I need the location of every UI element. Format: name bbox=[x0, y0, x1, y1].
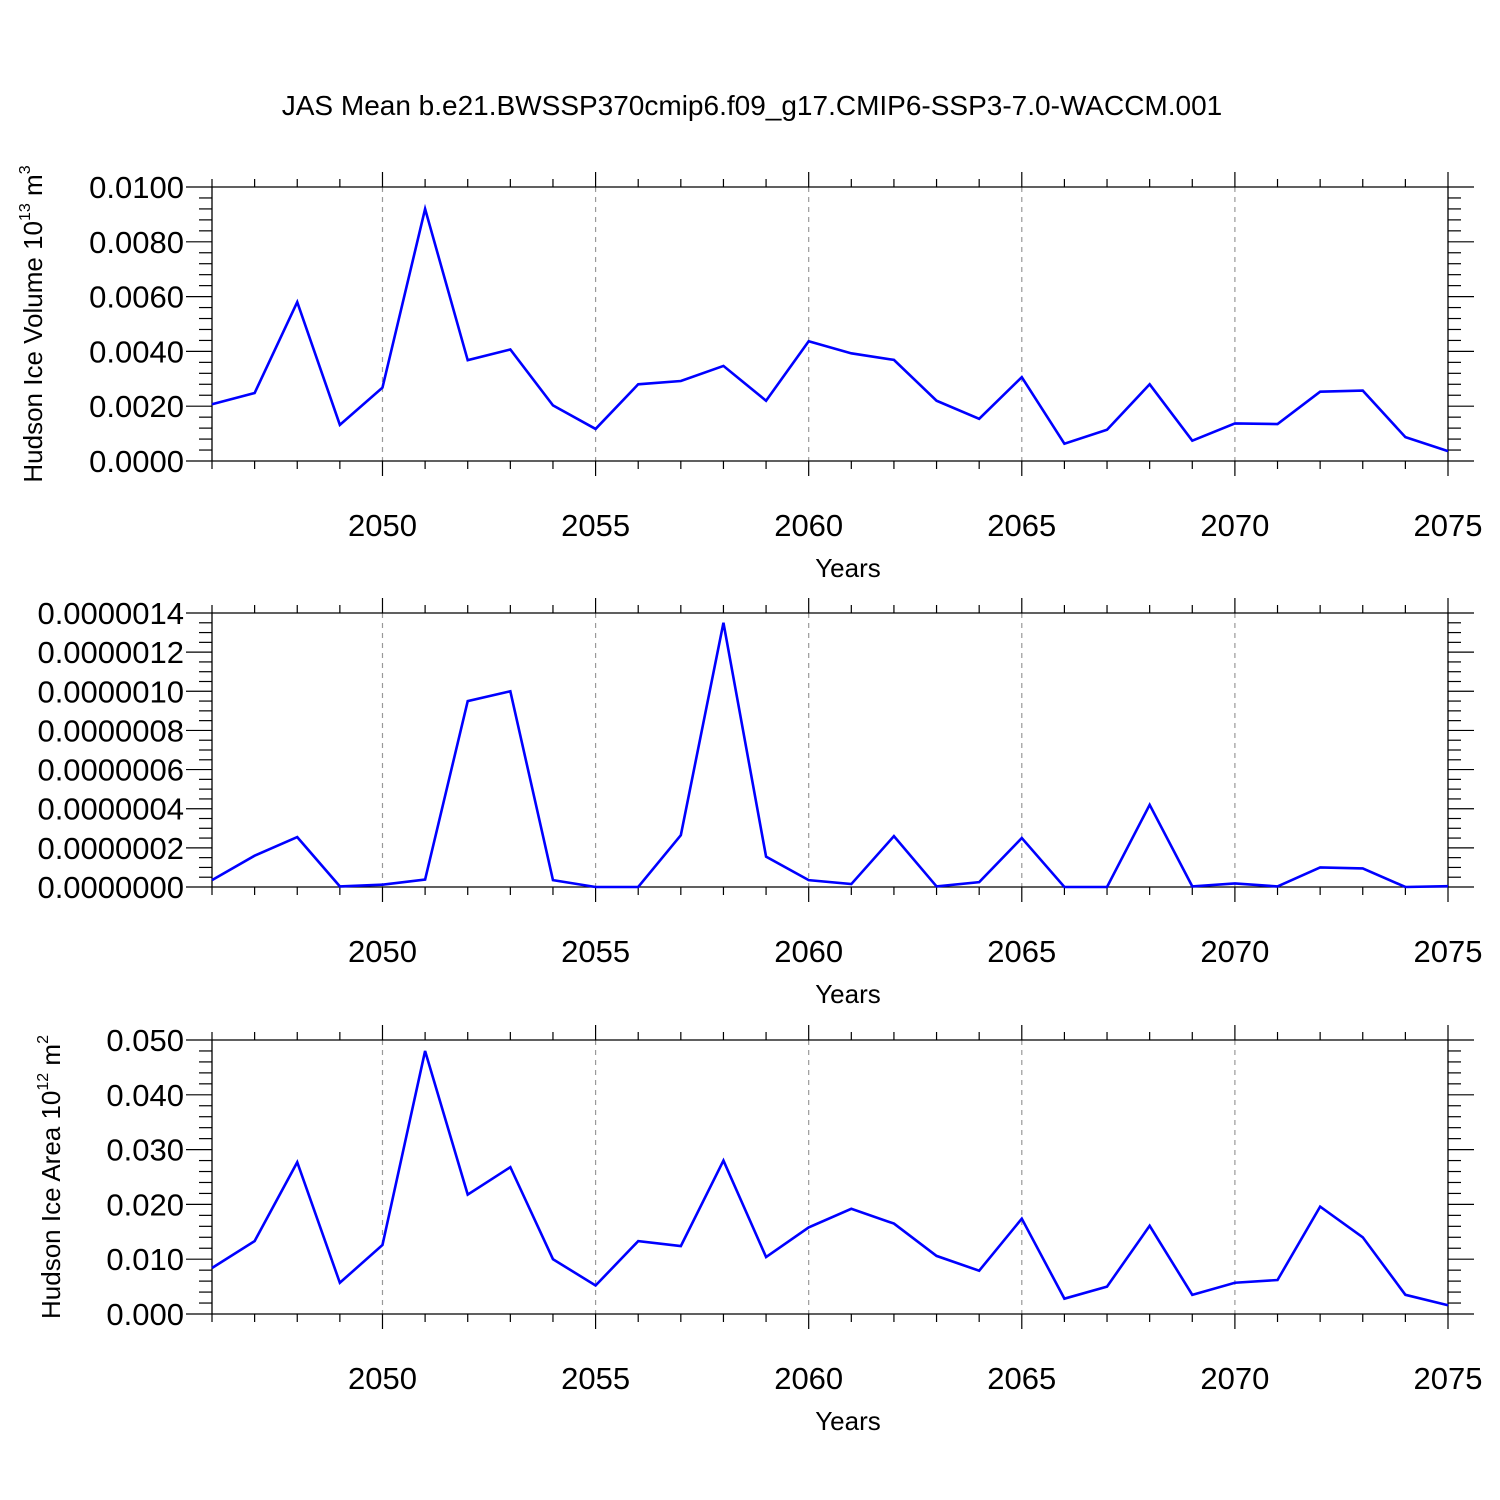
x-tick-label: 2075 bbox=[1414, 1361, 1483, 1396]
chart-panel-3: 0.000 0.010 0.020 0.030 0.040 0.050 2050 2055 20… bbox=[35, 1023, 1482, 1436]
y-tick-label: 0.0000010 bbox=[37, 674, 184, 709]
y-tick-label: 0.0020 bbox=[89, 389, 184, 424]
x-tick-label: 2055 bbox=[561, 1361, 630, 1396]
x-tick-label: 2060 bbox=[774, 508, 843, 543]
series-line bbox=[211, 622, 1449, 889]
y-tick-label: 0.0000014 bbox=[37, 596, 184, 631]
x-tick-label: 2070 bbox=[1200, 508, 1269, 543]
x-tick-label: 2075 bbox=[1414, 934, 1483, 969]
y-tick-label: 0.000 bbox=[106, 1297, 184, 1332]
x-tick-label: 2055 bbox=[561, 934, 630, 969]
x-tick-label: 2070 bbox=[1200, 934, 1269, 969]
y-tick-label: 0.0000006 bbox=[37, 753, 184, 788]
y-tick-label: 0.0040 bbox=[89, 334, 184, 369]
x-tick-label: 2050 bbox=[348, 934, 417, 969]
x-tick-label: 2065 bbox=[987, 934, 1056, 969]
y-tick-label: 0.040 bbox=[106, 1078, 184, 1113]
x-tick-label: 2070 bbox=[1200, 1361, 1269, 1396]
chart-panel-2: 0.0000000 0.0000002 0.0000004 0.0000006 0.00… bbox=[37, 596, 1482, 1009]
y-tick-label: 0.020 bbox=[106, 1187, 184, 1222]
y-tick-label: 0.0080 bbox=[89, 225, 184, 260]
x-axis-label: Years bbox=[815, 979, 881, 1009]
x-tick-label: 2075 bbox=[1414, 508, 1483, 543]
y-tick-label: 0.010 bbox=[106, 1242, 184, 1277]
x-tick-label: 2060 bbox=[774, 934, 843, 969]
x-tick-label: 2050 bbox=[348, 1361, 417, 1396]
y-tick-label: 0.0000000 bbox=[37, 870, 184, 905]
y-tick-label: 0.050 bbox=[106, 1023, 184, 1058]
y-tick-label: 0.0000008 bbox=[37, 713, 184, 748]
y-axis-label: Hudson Ice Volume 1013 m3 bbox=[17, 165, 48, 482]
series-line bbox=[211, 1050, 1449, 1307]
x-axis-label: Years bbox=[815, 1406, 881, 1436]
x-tick-label: 2065 bbox=[987, 1361, 1056, 1396]
x-tick-label: 2065 bbox=[987, 508, 1056, 543]
y-tick-label: 0.0000002 bbox=[37, 831, 184, 866]
x-tick-label: 2055 bbox=[561, 508, 630, 543]
series-line bbox=[211, 203, 1449, 453]
y-tick-label: 0.0100 bbox=[89, 170, 184, 205]
y-tick-label: 0.0060 bbox=[89, 280, 184, 315]
x-axis-label: Years bbox=[815, 553, 881, 583]
figure-title: JAS Mean b.e21.BWSSP370cmip6.f09_g17.CMI… bbox=[282, 90, 1223, 121]
y-tick-label: 0.030 bbox=[106, 1133, 184, 1168]
y-tick-label: 0.0000004 bbox=[37, 792, 184, 827]
y-tick-label: 0.0000 bbox=[89, 444, 184, 479]
panels: 0.0000 0.0020 0.0040 0.0060 0.0080 0.0100 2050… bbox=[17, 165, 1482, 1436]
y-tick-label: 0.0000012 bbox=[37, 635, 184, 670]
x-tick-label: 2060 bbox=[774, 1361, 843, 1396]
x-tick-label: 2050 bbox=[348, 508, 417, 543]
chart-panel-1: 0.0000 0.0020 0.0040 0.0060 0.0080 0.0100 2050… bbox=[17, 165, 1482, 583]
y-axis-label: Hudson Ice Area 1012 m2 bbox=[35, 1035, 66, 1319]
